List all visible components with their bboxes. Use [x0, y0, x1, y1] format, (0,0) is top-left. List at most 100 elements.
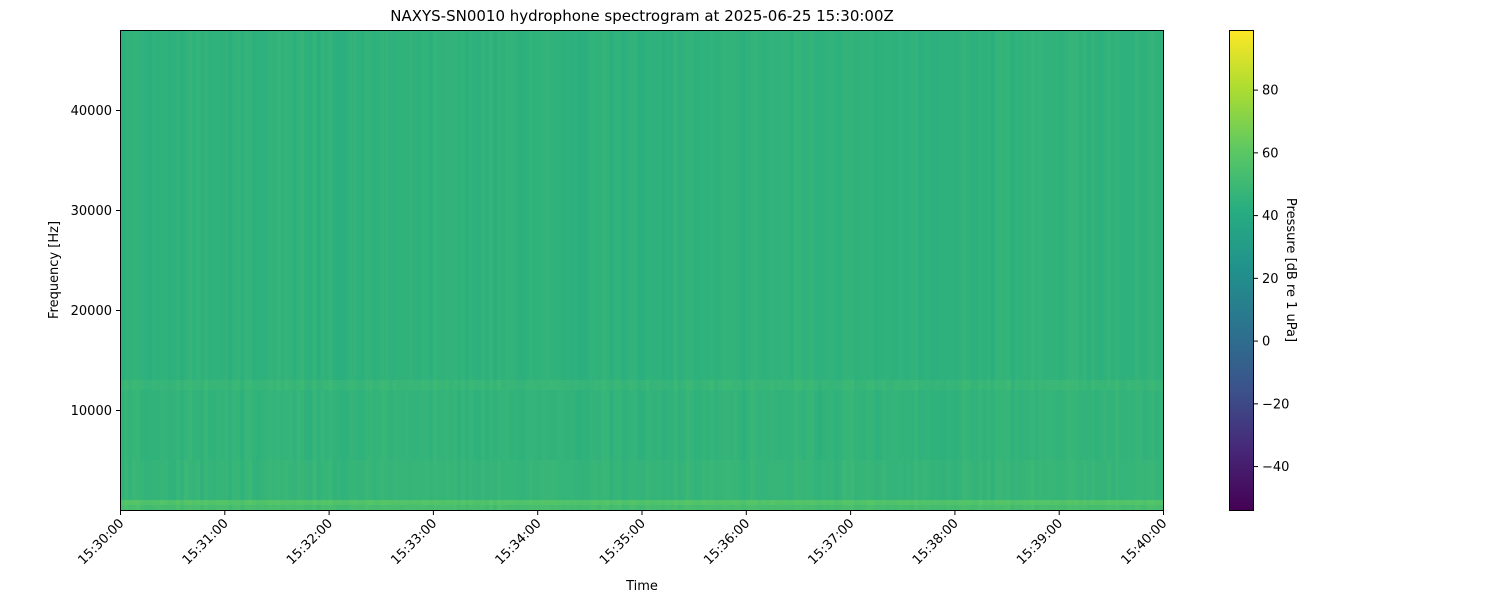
heatmap-cell [1146, 390, 1152, 460]
heatmap-cell [982, 30, 988, 380]
heatmap-cell [352, 460, 358, 500]
heatmap-cell [1026, 380, 1032, 390]
heatmap-cell [966, 380, 972, 390]
heatmap-cell [332, 505, 338, 510]
heatmap-cell [420, 380, 426, 390]
heatmap-cell [605, 460, 611, 500]
heatmap-cell [1130, 380, 1136, 390]
heatmap-cell [549, 505, 554, 510]
heatmap-cell [196, 505, 201, 510]
heatmap-cell [204, 380, 209, 390]
heatmap-cell [1074, 30, 1080, 380]
heatmap-cell [962, 500, 968, 505]
heatmap-cell [725, 390, 731, 460]
heatmap-cell [910, 380, 915, 390]
heatmap-cell [1082, 460, 1088, 500]
heatmap-cell [140, 500, 145, 505]
heatmap-cell [284, 500, 290, 505]
heatmap-cell [854, 500, 859, 505]
heatmap-cell [380, 390, 386, 460]
heatmap-cell [950, 380, 955, 390]
heatmap-cell [1114, 505, 1120, 510]
heatmap-cell [982, 390, 988, 460]
heatmap-cell [525, 460, 530, 500]
heatmap-cell [1158, 460, 1164, 500]
heatmap-cell [464, 380, 470, 390]
heatmap-cell [444, 30, 450, 380]
heatmap-cell [212, 505, 217, 510]
heatmap-cell [958, 380, 964, 390]
heatmap-cell [601, 460, 606, 500]
heatmap-cell [396, 505, 402, 510]
heatmap-cell [260, 390, 266, 460]
heatmap-cell [834, 390, 839, 460]
heatmap-cell [974, 460, 980, 500]
heatmap-cell [440, 500, 446, 505]
heatmap-cell [124, 30, 129, 380]
heatmap-cell [304, 380, 310, 390]
heatmap-cell [629, 500, 635, 505]
heatmap-cell [545, 380, 550, 390]
heatmap-cell [701, 390, 707, 460]
heatmap-cell [132, 505, 137, 510]
heatmap-cell [152, 505, 157, 510]
heatmap-cell [432, 30, 438, 380]
heatmap-cell [452, 505, 458, 510]
heatmap-cell [509, 505, 514, 510]
heatmap-cell [1154, 505, 1160, 510]
heatmap-cell [332, 30, 338, 380]
heatmap-cell [886, 505, 891, 510]
heatmap-cell [749, 505, 755, 510]
heatmap-cell [244, 500, 249, 505]
heatmap-cell [260, 505, 266, 510]
heatmap-cell [998, 460, 1004, 500]
heatmap-cell [1134, 460, 1140, 500]
heatmap-cell [749, 460, 755, 500]
heatmap-cell [890, 500, 895, 505]
colorbar-tick-label: −40 [1262, 460, 1289, 475]
heatmap-cell [946, 500, 951, 505]
heatmap-cell [360, 500, 366, 505]
heatmap-cell [124, 390, 129, 460]
heatmap-cell [396, 30, 402, 380]
heatmap-cell [164, 390, 169, 460]
heatmap-cell [990, 380, 996, 390]
heatmap-cell [697, 380, 703, 390]
heatmap-cell [717, 505, 723, 510]
heatmap-cell [164, 380, 169, 390]
heatmap-cell [805, 460, 811, 500]
heatmap-cell [1078, 505, 1084, 510]
heatmap-cell [1066, 460, 1072, 500]
heatmap-cell [1126, 500, 1132, 505]
heatmap-cell [689, 505, 695, 510]
heatmap-cell [124, 380, 129, 390]
heatmap-cell [444, 380, 450, 390]
heatmap-cell [934, 30, 939, 380]
heatmap-cell [846, 500, 851, 505]
heatmap-cell [1030, 30, 1036, 380]
heatmap-cell [1046, 505, 1052, 510]
heatmap-cell [553, 380, 558, 390]
heatmap-cell [132, 500, 137, 505]
heatmap-cell [1138, 380, 1144, 390]
heatmap-cell [148, 460, 153, 500]
heatmap-cell [505, 500, 510, 505]
heatmap-cell [1006, 380, 1012, 390]
heatmap-cell [545, 30, 550, 380]
heatmap-cell [424, 505, 430, 510]
heatmap-cell [561, 460, 566, 500]
heatmap-cell [176, 500, 181, 505]
heatmap-cell [216, 380, 221, 390]
heatmap-cell [986, 500, 992, 505]
heatmap-cell [156, 460, 161, 500]
heatmap-cell [228, 500, 233, 505]
heatmap-cell [741, 505, 747, 510]
heatmap-cell [424, 390, 430, 460]
x-tick-label: 15:30:00 [75, 516, 127, 568]
heatmap-cell [1050, 390, 1056, 460]
heatmap-cell [1118, 390, 1124, 460]
heatmap-cell [693, 500, 699, 505]
heatmap-cell [585, 30, 590, 380]
heatmap-cell [400, 380, 406, 390]
heatmap-cell [898, 500, 903, 505]
